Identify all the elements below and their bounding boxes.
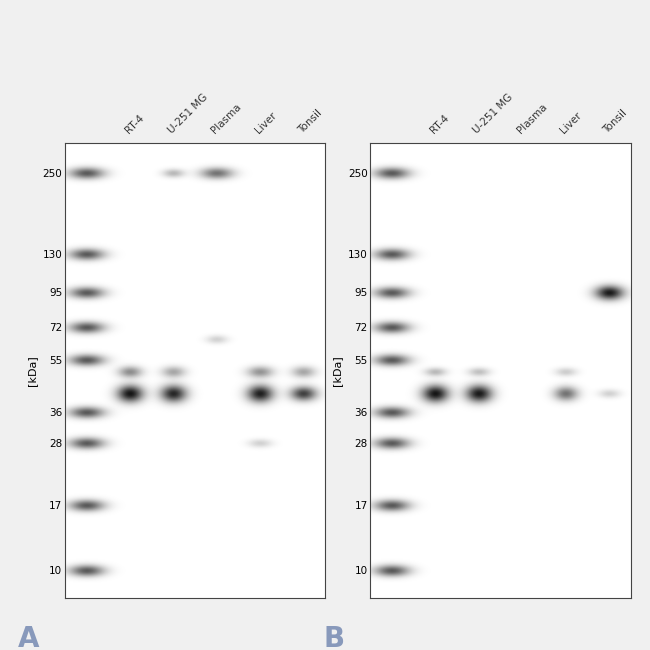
Text: RT-4: RT-4 <box>123 112 146 135</box>
Text: U-251 MG: U-251 MG <box>472 92 515 135</box>
Text: U-251 MG: U-251 MG <box>166 92 210 135</box>
Text: Tonsil: Tonsil <box>602 107 629 135</box>
Y-axis label: [kDa]: [kDa] <box>27 355 37 386</box>
Text: RT-4: RT-4 <box>428 112 451 135</box>
Text: Liver: Liver <box>558 110 584 135</box>
Text: Plasma: Plasma <box>209 101 243 135</box>
Text: Plasma: Plasma <box>515 101 549 135</box>
Text: Tonsil: Tonsil <box>296 107 324 135</box>
Y-axis label: [kDa]: [kDa] <box>332 355 343 386</box>
Text: Liver: Liver <box>253 110 278 135</box>
Text: A: A <box>18 625 40 650</box>
Text: B: B <box>324 625 344 650</box>
